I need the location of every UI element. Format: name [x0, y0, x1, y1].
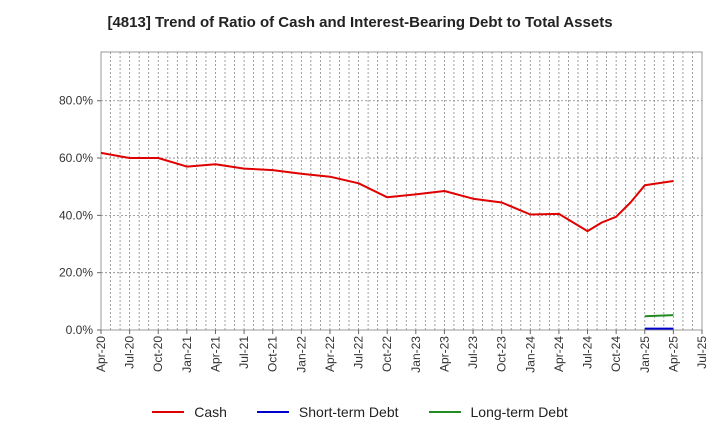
x-tick-label: Apr-23 [437, 336, 451, 372]
legend: Cash Short-term Debt Long-term Debt [0, 404, 720, 420]
y-tick-label: 60.0% [59, 151, 93, 165]
legend-label-long-term-debt: Long-term Debt [470, 404, 568, 420]
x-tick-label: Jul-21 [237, 336, 251, 369]
x-tick-label: Apr-24 [552, 336, 566, 372]
legend-label-cash: Cash [194, 404, 227, 420]
y-tick-label: 0.0% [66, 323, 94, 337]
x-tick-label: Oct-21 [266, 336, 280, 372]
x-tick-label: Jul-24 [581, 336, 595, 369]
x-tick-label: Jul-25 [695, 336, 709, 369]
x-tick-label: Oct-20 [151, 336, 165, 372]
x-tick-label: Apr-25 [666, 336, 680, 372]
legend-item-long-term-debt: Long-term Debt [428, 404, 568, 420]
legend-item-cash: Cash [152, 404, 227, 420]
legend-swatch-cash [152, 411, 185, 413]
plot-area [100, 51, 703, 331]
y-tick-label: 20.0% [59, 266, 93, 280]
x-tick-label: Jan-21 [180, 336, 194, 373]
series-line-cash [100, 151, 674, 233]
x-tick-label: Jul-20 [123, 336, 137, 369]
x-tick-label: Jul-23 [466, 336, 480, 369]
chart-title: [4813] Trend of Ratio of Cash and Intere… [107, 14, 613, 31]
y-tick-label: 40.0% [59, 208, 93, 222]
x-tick-label: Apr-22 [323, 336, 337, 372]
x-tick-label: Oct-22 [380, 336, 394, 372]
legend-swatch-short-term-debt [256, 411, 289, 413]
x-tick-label: Oct-23 [495, 336, 509, 372]
x-tick-label: Apr-20 [94, 336, 108, 372]
x-tick-label: Apr-21 [208, 336, 222, 372]
legend-item-short-term-debt: Short-term Debt [256, 404, 399, 420]
x-tick-label: Jul-22 [352, 336, 366, 369]
x-tick-label: Oct-24 [609, 336, 623, 372]
x-tick-label: Jan-22 [294, 336, 308, 373]
y-tick-label: 80.0% [59, 94, 93, 108]
x-tick-label: Jan-24 [523, 336, 537, 373]
series-line-long-term-debt [644, 314, 674, 318]
x-tick-label: Jan-25 [638, 336, 652, 373]
legend-swatch-long-term-debt [428, 411, 461, 413]
legend-label-short-term-debt: Short-term Debt [298, 404, 399, 420]
x-tick-label: Jan-23 [409, 336, 423, 373]
